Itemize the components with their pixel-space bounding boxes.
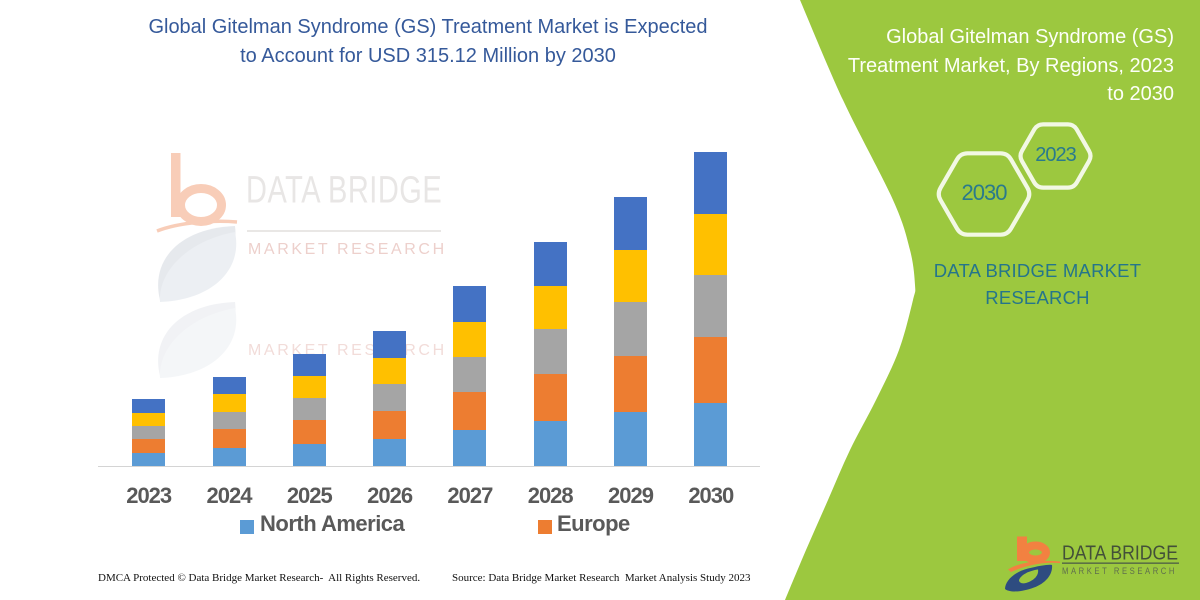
svg-text:MARKET RESEARCH: MARKET RESEARCH <box>1062 566 1177 576</box>
svg-text:DATA BRIDGE: DATA BRIDGE <box>1062 543 1178 565</box>
